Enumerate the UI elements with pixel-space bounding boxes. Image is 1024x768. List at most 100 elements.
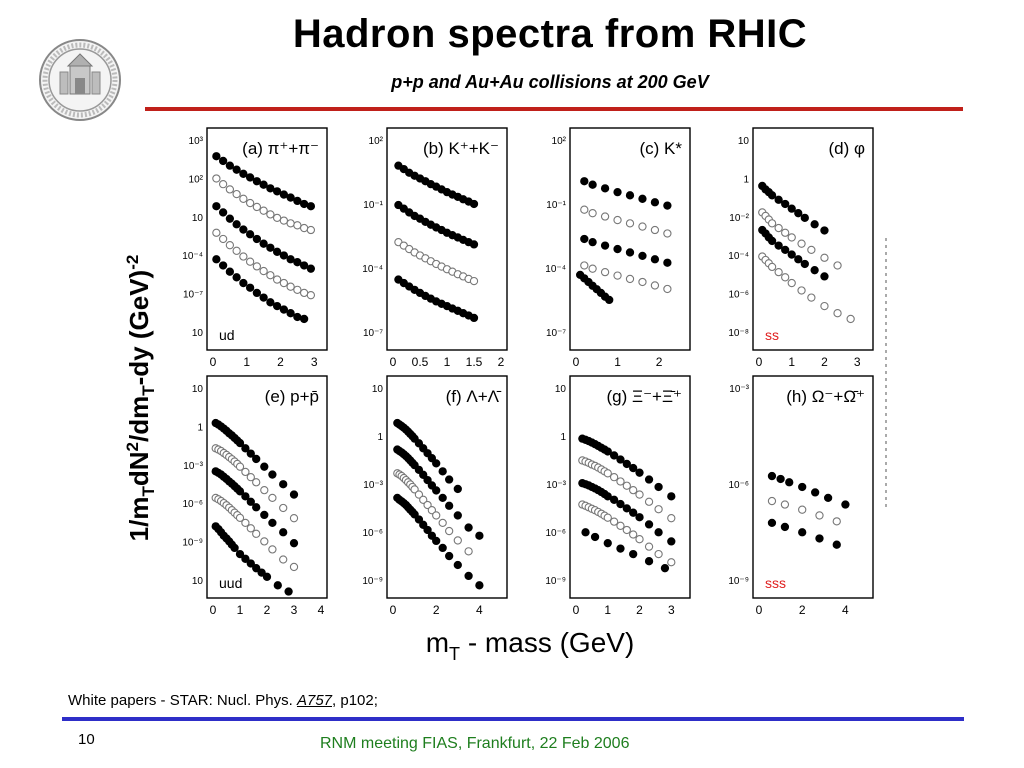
data-point xyxy=(787,250,796,259)
data-point xyxy=(266,271,275,280)
x-tick-label: 2 xyxy=(821,355,828,369)
data-point xyxy=(212,202,221,211)
data-point xyxy=(798,528,807,537)
data-point xyxy=(774,267,783,277)
data-point xyxy=(284,587,293,596)
x-tick-label: 1 xyxy=(444,355,451,369)
data-point xyxy=(279,528,288,537)
y-tick-label: 10⁻⁶ xyxy=(362,528,383,539)
data-point xyxy=(432,486,441,495)
data-point xyxy=(810,266,819,275)
data-point xyxy=(650,255,660,264)
data-point xyxy=(239,225,248,234)
data-point xyxy=(286,219,295,228)
data-point xyxy=(841,500,850,509)
data-point xyxy=(629,486,638,495)
data-point xyxy=(218,180,228,189)
y-tick-label: 10⁻⁶ xyxy=(728,290,749,301)
data-point xyxy=(306,202,316,211)
data-point xyxy=(279,480,288,489)
x-tick-label: 3 xyxy=(311,355,318,369)
data-point xyxy=(299,199,309,209)
data-point xyxy=(286,255,295,264)
data-point xyxy=(815,511,824,520)
footer-text: RNM meeting FIAS, Frankfurt, 22 Feb 2006 xyxy=(320,735,630,752)
data-point xyxy=(774,195,783,204)
data-point xyxy=(603,513,612,522)
x-tick-label: 2 xyxy=(264,603,271,617)
data-point xyxy=(469,240,479,249)
quark-content-label: ud xyxy=(219,327,235,343)
data-point xyxy=(414,490,424,499)
reference-journal-link[interactable]: A757 xyxy=(296,692,333,709)
panel-frame xyxy=(569,375,691,599)
y-tick-label: 10³ xyxy=(189,136,204,147)
data-point xyxy=(810,220,819,229)
x-tick-label: 1 xyxy=(604,603,611,617)
data-point xyxy=(438,467,447,476)
x-tick-label: 2 xyxy=(433,603,440,617)
data-point xyxy=(272,275,282,284)
data-point xyxy=(797,239,806,248)
y-tick-label: 10⁻³ xyxy=(729,384,749,395)
reference-suffix: , p102; xyxy=(332,692,378,709)
data-point xyxy=(445,551,454,561)
data-point xyxy=(246,559,255,568)
data-point xyxy=(794,209,803,218)
data-point xyxy=(464,571,473,581)
data-point xyxy=(635,468,644,477)
data-point xyxy=(644,475,654,484)
data-point xyxy=(616,477,625,486)
chart-panel-3: (c) K* 10² 10⁻¹ 10⁻⁴ 10⁻⁷ 0 1 2 xyxy=(545,127,691,369)
data-point xyxy=(266,210,275,219)
data-point xyxy=(241,492,250,501)
y-tick-label: 10⁻⁹ xyxy=(728,576,749,587)
data-point xyxy=(273,581,282,590)
y-tick-label: 10⁻⁶ xyxy=(728,480,749,491)
data-point xyxy=(252,288,262,298)
data-point xyxy=(667,537,676,546)
quark-content-label: ss xyxy=(765,327,779,343)
data-point xyxy=(820,253,829,262)
data-point xyxy=(218,208,228,217)
x-tick-label: 0 xyxy=(573,355,580,369)
data-point xyxy=(781,273,790,282)
data-point xyxy=(787,278,796,288)
data-point xyxy=(438,518,447,528)
data-point xyxy=(811,488,820,497)
data-point xyxy=(299,261,309,270)
data-point xyxy=(767,471,777,481)
data-point xyxy=(266,184,275,193)
data-point xyxy=(588,238,597,247)
panel-frame xyxy=(206,375,328,599)
chart-panel-4: (d) φ ss 10 1 10⁻² 10⁻⁴ 10⁻⁶ 10⁻⁸ 0 1 2 3 xyxy=(728,127,874,369)
data-point xyxy=(780,522,790,532)
data-point xyxy=(299,223,309,233)
data-point xyxy=(260,510,269,520)
data-point xyxy=(663,201,672,210)
y-tick-label: 10² xyxy=(369,136,384,147)
panel-title: (e) p+p̄ xyxy=(265,387,319,406)
data-point xyxy=(239,278,248,288)
data-point xyxy=(279,555,288,564)
chart-panel-6: (f) Λ+Λ̄ 10 1 10⁻³ 10⁻⁶ 10⁻⁹ 0 2 4 xyxy=(362,375,508,617)
data-point xyxy=(218,156,228,166)
data-point xyxy=(239,194,248,203)
data-point xyxy=(286,282,295,291)
data-point xyxy=(820,301,829,311)
quark-content-label: uud xyxy=(219,575,242,591)
data-point xyxy=(798,482,807,492)
data-point xyxy=(638,277,647,287)
data-point xyxy=(252,234,262,244)
x-tick-label: 0.5 xyxy=(412,355,429,369)
data-point xyxy=(820,226,829,235)
data-point xyxy=(299,314,309,324)
data-point xyxy=(268,470,277,479)
x-tick-label: 0 xyxy=(210,603,217,617)
data-point xyxy=(622,481,631,490)
data-point xyxy=(286,193,295,202)
data-point xyxy=(289,562,299,572)
data-point xyxy=(625,191,635,200)
data-point xyxy=(800,259,809,269)
